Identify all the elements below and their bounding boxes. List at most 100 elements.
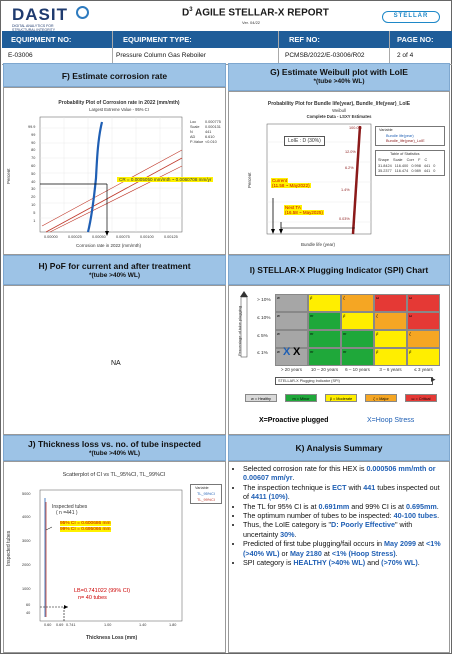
section-i-header: I) STELLAR-X Plugging Indicator (SPI) Ch… <box>228 255 450 285</box>
arrow-right-icon: ▸ <box>431 374 436 384</box>
report-title: D3 AGILE STELLAR-X REPORT <box>182 7 329 19</box>
spi-col-label: ≤ 3 years <box>414 367 433 372</box>
plot-j-ytick: 1000 <box>22 587 31 591</box>
summary-item: Thus, the LoIE category is "D: Poorly Ef… <box>243 520 447 539</box>
plot-j-ytick: 40 <box>26 611 31 615</box>
pof-na: NA <box>111 360 121 367</box>
plot-g-legend: Variable Bundle life(year) Bundle_life(y… <box>375 126 445 146</box>
summary-panel <box>228 461 450 653</box>
plot-f-stats-values: 0.000775 0.000131 441 6.610 <0.010 <box>205 120 221 144</box>
info-values-row: E-03006 Pressure Column Gas Reboiler PCM… <box>2 48 452 65</box>
globe-icon <box>76 6 89 19</box>
plot-j-ytick: 4000 <box>22 515 31 519</box>
plot-f-ylabel: Percent <box>6 168 11 184</box>
plot-g-nextta-label: Next TA <box>284 205 302 210</box>
plot-f-xlabel: Corrosion rate in 2022 (mm/mth) <box>76 243 142 248</box>
summary-item: The optimum number of tubes to be inspec… <box>243 511 447 520</box>
stellar-logo: STELLAR <box>382 11 440 23</box>
plot-f-stats-labels: Loc Scale N AD P-Value <box>190 120 204 144</box>
plot-j-ytick: 5000 <box>22 492 31 496</box>
plot-f-xtick: 0.00025 <box>68 235 82 239</box>
equipment-type: Pressure Column Gas Reboiler <box>116 52 206 59</box>
plot-j-xlabel: Thickness Loss (mm) <box>86 635 138 641</box>
plot-j-lb-n: n= 40 tubes <box>78 595 107 601</box>
report-header: DASIT DIGITAL ANALYTICS FOR STRUCTURAL I… <box>2 2 452 36</box>
plot-j-ytick: 3000 <box>22 539 31 543</box>
dasit-logo: DASIT DIGITAL ANALYTICS FOR STRUCTURAL I… <box>12 5 102 36</box>
spi-cell: w <box>275 330 308 348</box>
spi-row-label: ≤ 10% <box>257 316 271 321</box>
plot-f-xtick: 0.00075 <box>116 235 130 239</box>
spi-legend-item: m = Minor <box>285 394 317 402</box>
spi-cell: β <box>341 312 374 330</box>
plot-f-annotation: CR = 0.0005050 mm/mth ~ 0.0060708 mm/yr <box>117 177 214 182</box>
plot-g-panel: Probability Plot for Bundle life(year), … <box>228 91 450 255</box>
spi-cell: m <box>308 312 341 330</box>
plot-f-xtick: 0.00000 <box>44 235 58 239</box>
section-j-header: J) Thickness loss vs. no. of tube inspec… <box>3 435 226 461</box>
plot-j-ytick: 2000 <box>22 563 31 567</box>
plot-f-xtick: 0.00125 <box>164 235 178 239</box>
ref-no-label: REF NO: <box>289 35 320 44</box>
spi-cell: m <box>341 348 374 366</box>
summary-item: The inspection technique is ECT with 441… <box>243 483 447 502</box>
summary-item: SPI category is HEALTHY (>40% WL) and (>… <box>243 558 447 567</box>
plot-j-ylabel: Inspected tubes <box>6 530 12 566</box>
plot-f-panel: Probability Plot of Corrosion rate in 20… <box>3 87 226 255</box>
spi-marker-hoop: X <box>283 346 291 358</box>
revision: Ver. 04/22 <box>242 20 261 25</box>
summary-item: The TL for 95% CI is at 0.691mm and 99% … <box>243 502 447 511</box>
plot-j-legend: Variable TL_95%CI TL_99%CI <box>190 484 222 504</box>
plot-g-current-value: (11.58 ~ May2022) <box>271 183 311 188</box>
equipment-no-label: EQUIPMENT NO: <box>11 35 72 44</box>
plot-j-panel: Scatterplot of CI vs TL_95%CI, TL_99%CI … <box>3 461 226 653</box>
spi-cell: ω <box>374 294 407 312</box>
spi-row-label: ≤ 1% <box>257 351 268 356</box>
spi-legend-item: β = Moderate <box>325 394 357 402</box>
spi-cell: ζ <box>341 294 374 312</box>
spi-x-arrow: STELLAR-X Plugging Indicator (SPI) <box>275 377 433 385</box>
plot-g-nextta-value: (16.58 ~ May2025) <box>284 210 324 215</box>
plot-j-xtick: 1.80 <box>169 623 177 627</box>
plot-j-lb: LB=0.741022 (99% CI) <box>74 588 131 594</box>
spi-cell: ω <box>407 312 440 330</box>
plot-g-pct: 1.4% <box>341 188 350 192</box>
plot-j-xtick: 0.741 <box>66 623 76 627</box>
spi-marker-proactive: X <box>293 346 301 358</box>
caption-hoop: X=Hoop Stress <box>367 417 415 424</box>
spi-row-label: ≤ 5% <box>257 334 268 339</box>
spi-cell: m <box>341 330 374 348</box>
spi-col-label: > 20 years <box>280 367 303 372</box>
plot-g-pct: 12.0% <box>345 150 356 154</box>
spi-cell: w <box>275 348 308 366</box>
spi-col-label: 3 – 6 years <box>379 367 402 372</box>
plot-g-pct: 100.0% <box>349 126 362 130</box>
plot-j-xtick: 0.60 <box>44 623 52 627</box>
plot-j-inspected-value: ( n =441 ) <box>56 510 78 516</box>
plot-j-xtick: 1.00 <box>104 623 112 627</box>
plot-f-yticks: 99.9 99 90 80 70 60 50 40 30 20 10 5 1 <box>28 125 36 223</box>
spi-y-arrow <box>240 291 248 358</box>
summary-list: Selected corrosion rate for this HEX is … <box>233 464 447 567</box>
caption-proactive: X=Proactive plugged <box>259 417 329 424</box>
spi-legend-item: ζ = Major <box>365 394 397 402</box>
plot-f-title: Probability Plot of Corrosion rate in 20… <box>58 100 180 106</box>
spi-cell: m <box>308 348 341 366</box>
plot-g-stats-table: Table of Statistics Shape Scale Corr F C… <box>375 150 445 176</box>
spi-cell: β <box>308 294 341 312</box>
spi-legend-item: w = Healthy <box>245 394 277 402</box>
plot-g-pct: 0.03% <box>339 217 350 221</box>
spi-cell: ω <box>407 294 440 312</box>
equipment-type-label: EQUIPMENT TYPE: <box>123 35 192 44</box>
section-g-header: G) Estimate Weibull plot with LoIE *(tub… <box>228 63 450 91</box>
spi-cell: β <box>374 330 407 348</box>
plot-j-ytick: 60 <box>26 603 31 607</box>
plot-f-xtick: 0.00100 <box>140 235 154 239</box>
plot-f-chart <box>39 116 183 236</box>
spi-col-label: 6 – 10 years <box>345 367 370 372</box>
spi-cell: w <box>275 312 308 330</box>
spi-cell: β <box>374 348 407 366</box>
spi-col-label: 10 – 20 years <box>310 367 339 372</box>
spi-cell: m <box>308 330 341 348</box>
